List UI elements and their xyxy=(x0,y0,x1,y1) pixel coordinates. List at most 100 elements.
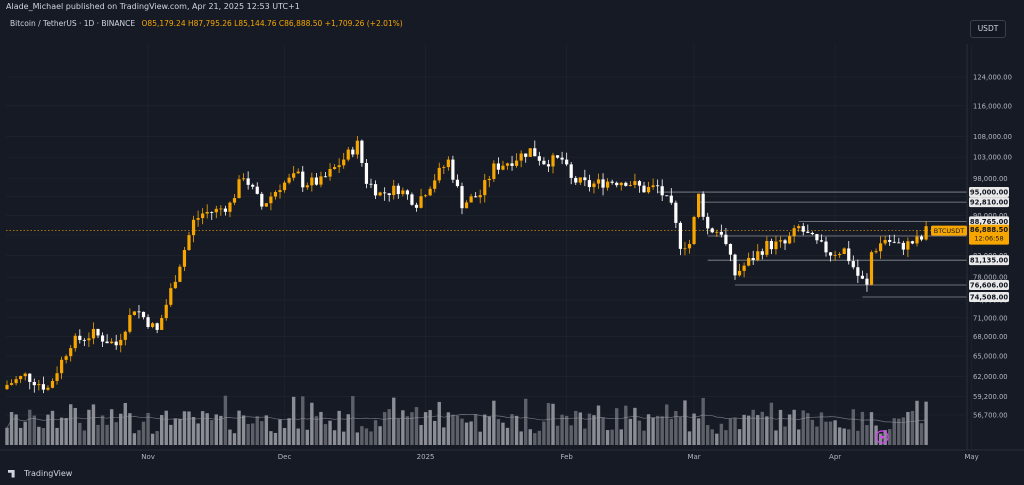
candle-body xyxy=(273,191,278,197)
volume-bar xyxy=(646,414,651,445)
volume-bar xyxy=(305,429,309,445)
volume-bar xyxy=(169,424,173,445)
currency-button[interactable]: USDT xyxy=(970,20,1006,38)
volume-bar xyxy=(18,427,23,445)
candle-body xyxy=(824,241,828,253)
candle-body xyxy=(574,177,578,183)
volume-bar xyxy=(109,409,114,445)
volume-bar xyxy=(260,421,264,445)
candle-body xyxy=(819,240,824,242)
candle-body xyxy=(264,203,268,207)
volume-bar xyxy=(569,425,573,445)
volume-bar xyxy=(360,426,364,445)
candle-body xyxy=(305,185,309,188)
candle-body xyxy=(319,176,323,185)
volume-bar xyxy=(678,416,683,445)
candle-body xyxy=(310,177,314,186)
volume-bar xyxy=(287,418,291,445)
candle-body xyxy=(706,216,710,229)
candle-body xyxy=(373,184,378,196)
volume-bar xyxy=(200,411,205,445)
candle-body xyxy=(646,186,651,193)
candle-body xyxy=(474,196,478,198)
candle-body xyxy=(64,356,68,360)
volume-bar xyxy=(869,412,874,445)
volume-bar xyxy=(483,414,487,445)
price-tick-label: 116,000.00 xyxy=(973,102,1012,110)
volume-bar xyxy=(819,412,824,445)
candle-body xyxy=(146,317,150,327)
candle-body xyxy=(342,159,346,166)
price-axis: 124,000.00 116,000.00 108,000.00 103,000.00… xyxy=(973,73,1012,419)
candle-body xyxy=(346,149,350,160)
volume-bar xyxy=(783,426,787,445)
candle-body xyxy=(856,267,860,276)
candle-body xyxy=(14,379,18,384)
candle-body xyxy=(715,231,719,233)
candle-body xyxy=(501,165,505,170)
volume-bar xyxy=(223,395,228,445)
volume-bar xyxy=(55,427,59,445)
volume-bar xyxy=(160,415,164,445)
volume-bar xyxy=(519,431,523,445)
volume-bar xyxy=(651,417,655,445)
publisher-line: Alade_Michael published on TradingView.c… xyxy=(6,2,300,11)
volume-bar xyxy=(269,431,273,445)
volume-bar xyxy=(387,409,391,445)
candle-body xyxy=(756,251,760,260)
volume-bar xyxy=(715,433,719,445)
candle-body xyxy=(483,180,487,196)
volume-bar xyxy=(701,397,705,445)
candle-body xyxy=(128,315,132,332)
candle-body xyxy=(242,178,246,180)
volume-bar xyxy=(564,415,569,445)
candle-body xyxy=(892,241,896,243)
candle-body xyxy=(378,192,382,196)
candle-body xyxy=(228,202,232,212)
volume-bar xyxy=(628,418,633,445)
volume-bar xyxy=(919,423,924,445)
candle-body xyxy=(251,184,255,187)
candle-body xyxy=(296,171,300,174)
volume-bar xyxy=(487,416,491,445)
volume-bar xyxy=(64,418,68,445)
volume-bar xyxy=(123,402,127,445)
candle-body xyxy=(123,331,127,340)
candle-body xyxy=(551,155,555,167)
candle-body xyxy=(774,241,778,250)
candle-body xyxy=(801,226,805,232)
level-lines xyxy=(657,191,967,298)
candle-body xyxy=(333,167,337,170)
candle-body xyxy=(169,288,173,305)
volume-bar xyxy=(537,430,542,445)
volume-bar xyxy=(373,420,378,445)
volume-bar xyxy=(778,409,783,445)
tradingview-brand[interactable]: TradingView xyxy=(8,468,72,480)
candle-body xyxy=(492,163,496,179)
candle-body xyxy=(173,281,177,289)
candle-body xyxy=(542,160,546,165)
volume-bar xyxy=(50,410,55,445)
volume-bar xyxy=(319,411,323,445)
volume-bar xyxy=(496,419,501,445)
candle-body xyxy=(160,318,164,330)
volume-bar xyxy=(191,416,196,445)
symbol-line[interactable]: Bitcoin / TetherUS · 1D · BINANCE xyxy=(10,19,136,28)
volume-bar xyxy=(847,429,851,445)
volume-bar xyxy=(555,425,560,445)
candle-body xyxy=(806,231,810,233)
volume-bar xyxy=(278,419,282,445)
volume-bar xyxy=(141,421,146,445)
alert-icon[interactable] xyxy=(875,430,889,444)
candle-body xyxy=(578,177,582,183)
volume-bar xyxy=(301,396,305,445)
volume-bar xyxy=(401,410,405,445)
volume-bar xyxy=(273,432,278,445)
volume-bar xyxy=(41,427,46,445)
volume-bar xyxy=(73,407,77,445)
volume-bar xyxy=(505,427,510,445)
candle-body xyxy=(141,311,146,318)
candle-body xyxy=(396,185,400,195)
volume-bar xyxy=(842,428,846,445)
